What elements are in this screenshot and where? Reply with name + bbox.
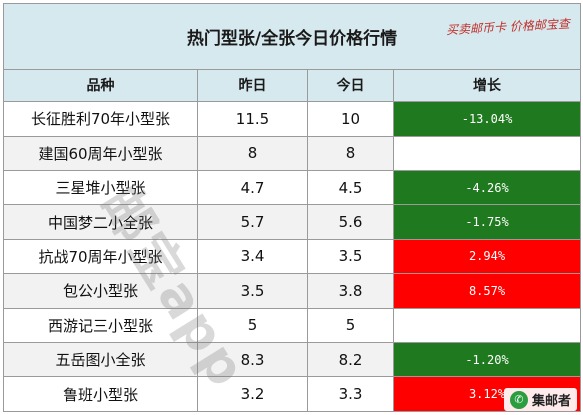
row-today: 3.8 xyxy=(307,273,394,309)
row-today: 4.5 xyxy=(307,169,394,206)
table-row: 包公小型张 3.5 3.8 8.57% xyxy=(3,273,582,309)
row-name: 中国梦二小全张 xyxy=(3,204,198,240)
row-yesterday: 8 xyxy=(197,135,308,171)
row-yesterday: 4.7 xyxy=(197,169,308,206)
row-yesterday: 3.5 xyxy=(197,273,308,309)
row-today: 10 xyxy=(307,101,394,137)
row-change: -13.04% xyxy=(392,101,582,137)
table-body: 长征胜利70年小型张 11.5 10 -13.04% 建国60周年小型张 8 8 三星堆小型张… xyxy=(3,101,582,412)
row-change xyxy=(392,135,582,171)
row-today: 8.2 xyxy=(307,342,394,378)
table-row: 五岳图小全张 8.3 8.2 -1.20% xyxy=(3,342,582,378)
row-today: 3.5 xyxy=(307,238,394,275)
header-row: 品种 昨日 今日 增长 xyxy=(3,68,582,103)
brand-label: 集邮者 xyxy=(531,394,571,409)
row-today: 5 xyxy=(307,307,394,344)
row-change: -1.75% xyxy=(392,204,582,240)
row-change: -4.26% xyxy=(392,169,582,206)
title-cell: 热门型张/全张今日价格行情 买卖邮币卡 价格邮宝查 xyxy=(2,3,582,70)
row-today: 5.6 xyxy=(307,204,394,240)
page-title: 热门型张/全张今日价格行情 xyxy=(186,28,398,49)
row-yesterday: 8.3 xyxy=(197,342,308,378)
table-row: 中国梦二小全张 5.7 5.6 -1.75% xyxy=(3,204,582,240)
row-yesterday: 3.4 xyxy=(197,238,308,275)
row-name: 三星堆小型张 xyxy=(3,169,198,206)
promo-stamp: 买卖邮币卡 价格邮宝查 xyxy=(445,16,571,38)
row-yesterday: 5.7 xyxy=(197,204,308,240)
header-yesterday: 昨日 xyxy=(197,68,308,103)
table-row: 鲁班小型张 3.2 3.3 3.12% xyxy=(3,376,582,412)
price-table: 热门型张/全张今日价格行情 买卖邮币卡 价格邮宝查 品种 昨日 今日 增长 长征… xyxy=(2,3,582,412)
row-name: 长征胜利70年小型张 xyxy=(3,101,198,137)
table-row: 三星堆小型张 4.7 4.5 -4.26% xyxy=(3,169,582,206)
row-name: 抗战70周年小型张 xyxy=(3,238,198,275)
row-name: 西游记三小型张 xyxy=(3,307,198,344)
wechat-icon: ✆ xyxy=(509,390,528,409)
table-row: 抗战70周年小型张 3.4 3.5 2.94% xyxy=(3,238,582,275)
table-row: 建国60周年小型张 8 8 xyxy=(3,135,582,171)
row-yesterday: 3.2 xyxy=(197,376,308,412)
row-yesterday: 11.5 xyxy=(197,101,308,137)
table-row: 长征胜利70年小型张 11.5 10 -13.04% xyxy=(3,101,582,137)
brand-badge: ✆ 集邮者 xyxy=(503,388,577,411)
row-today: 3.3 xyxy=(307,376,394,412)
row-change: -1.20% xyxy=(392,342,582,378)
row-yesterday: 5 xyxy=(197,307,308,344)
row-change: 2.94% xyxy=(392,238,582,275)
row-name: 鲁班小型张 xyxy=(3,376,198,412)
row-name: 建国60周年小型张 xyxy=(3,135,198,171)
row-change xyxy=(392,307,582,344)
table-row: 西游记三小型张 5 5 xyxy=(3,307,582,344)
header-change: 增长 xyxy=(392,68,582,103)
header-name: 品种 xyxy=(3,68,198,103)
row-name: 包公小型张 xyxy=(3,273,198,309)
header-today: 今日 xyxy=(307,68,394,103)
row-today: 8 xyxy=(307,135,394,171)
row-change: 8.57% xyxy=(392,273,582,309)
row-name: 五岳图小全张 xyxy=(3,342,198,378)
